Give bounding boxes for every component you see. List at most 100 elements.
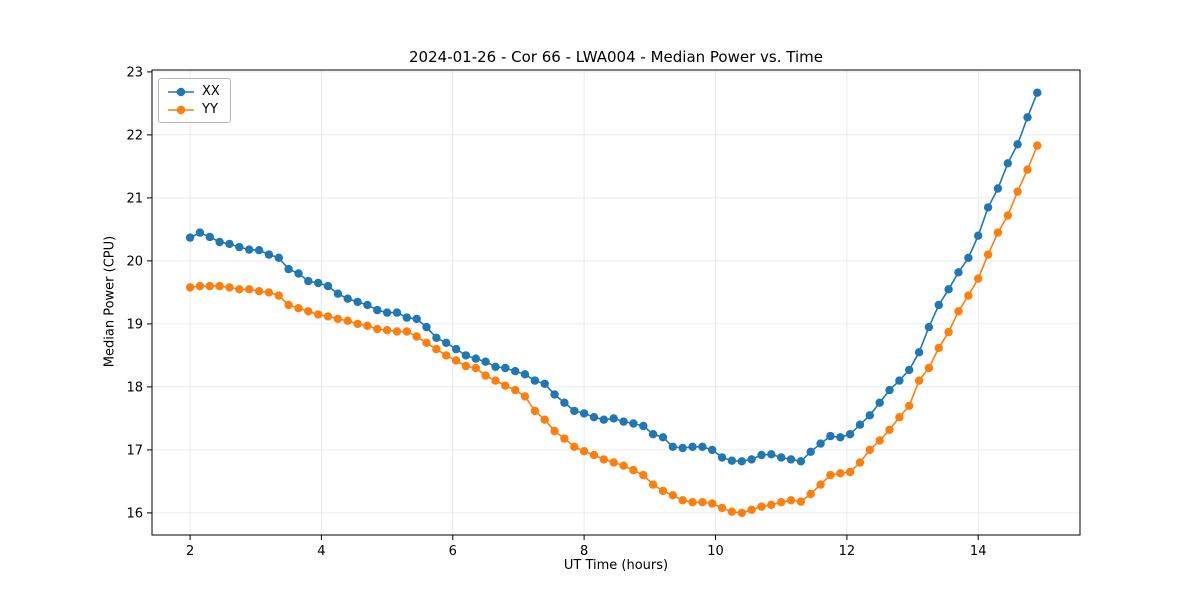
series-marker-xx	[589, 413, 599, 422]
series-marker-xx	[481, 357, 490, 366]
series-marker-yy	[185, 283, 195, 292]
series-marker-yy	[934, 343, 943, 353]
series-marker-xx	[609, 414, 618, 423]
series-marker-yy	[924, 363, 934, 373]
y-tick-label: 19	[126, 317, 143, 332]
series-marker-xx	[678, 443, 687, 453]
axes-frame	[151, 69, 1081, 536]
series-marker-xx	[698, 442, 707, 451]
series-marker-yy	[1033, 141, 1042, 150]
series-marker-xx	[353, 297, 362, 307]
series-marker-yy	[432, 344, 441, 354]
legend-item-xx: XX	[167, 84, 220, 99]
series-marker-yy	[777, 498, 786, 507]
series-marker-xx	[983, 203, 993, 212]
series-marker-yy	[708, 499, 717, 508]
series-marker-yy	[304, 307, 313, 316]
series-marker-xx	[215, 237, 224, 247]
series-marker-yy	[747, 505, 756, 514]
y-tick-label: 20	[126, 254, 143, 269]
series-marker-yy	[451, 356, 461, 365]
series-marker-yy	[382, 326, 392, 335]
series-marker-yy	[964, 291, 973, 300]
series-marker-yy	[491, 376, 500, 385]
series-marker-yy	[767, 500, 776, 509]
series-marker-xx	[264, 250, 274, 259]
series-line-yy	[189, 145, 1039, 514]
legend-item-yy: YY	[167, 102, 220, 117]
series-marker-yy	[422, 338, 431, 347]
series-marker-yy	[560, 434, 569, 443]
series-marker-yy	[865, 445, 874, 455]
series-marker-xx	[826, 431, 835, 441]
series-marker-xx	[1013, 140, 1022, 149]
legend: XX YY	[158, 78, 231, 123]
x-tick-label: 8	[580, 544, 588, 559]
series-marker-xx	[717, 453, 727, 462]
series-marker-yy	[314, 310, 323, 319]
series-marker-xx	[658, 433, 668, 442]
series-marker-yy	[1023, 165, 1032, 174]
series-marker-yy	[678, 496, 687, 505]
series-marker-yy	[639, 470, 648, 480]
series-marker-xx	[294, 269, 303, 278]
series-marker-xx	[422, 322, 431, 332]
series-marker-yy	[363, 321, 372, 330]
series-marker-xx	[629, 419, 638, 428]
series-marker-xx	[767, 450, 776, 459]
series-marker-xx	[619, 417, 628, 426]
series-marker-yy	[1003, 211, 1012, 220]
x-tick-label: 14	[970, 544, 987, 559]
series-marker-xx	[865, 411, 874, 420]
series-marker-xx	[461, 351, 471, 360]
series-marker-yy	[944, 327, 953, 337]
series-marker-yy	[373, 324, 382, 334]
series-marker-xx	[432, 333, 441, 342]
series-marker-yy	[658, 486, 668, 496]
series-marker-xx	[579, 409, 589, 418]
series-marker-yy	[668, 491, 677, 500]
series-marker-yy	[589, 450, 599, 460]
series-marker-xx	[501, 363, 510, 373]
series-marker-xx	[205, 232, 214, 242]
series-marker-yy	[816, 480, 825, 489]
series-marker-xx	[225, 239, 234, 249]
series-marker-yy	[442, 351, 451, 360]
series-marker-xx	[845, 430, 855, 439]
x-tick-label: 2	[186, 544, 194, 559]
y-tick-label: 16	[126, 506, 143, 521]
y-tick-label: 22	[126, 128, 143, 143]
series-marker-yy	[225, 283, 234, 292]
series-marker-yy	[264, 288, 274, 297]
series-marker-yy	[481, 371, 490, 380]
series-marker-xx	[442, 338, 451, 347]
series-marker-xx	[560, 398, 569, 407]
series-marker-xx	[333, 289, 343, 298]
series-marker-yy	[629, 465, 638, 475]
series-marker-xx	[727, 456, 737, 465]
series-marker-xx	[747, 455, 756, 464]
series-marker-xx	[708, 445, 717, 455]
series-marker-yy	[461, 361, 471, 371]
series-marker-xx	[373, 305, 382, 315]
series-marker-yy	[1013, 187, 1022, 196]
x-tick-label: 4	[317, 544, 325, 559]
y-axis-label: Median Power (CPU)	[102, 235, 118, 368]
series-marker-yy	[609, 458, 618, 467]
series-marker-xx	[875, 398, 884, 407]
series-marker-yy	[294, 304, 303, 313]
series-marker-yy	[195, 281, 205, 291]
series-marker-xx	[964, 253, 973, 262]
series-marker-xx	[274, 253, 283, 262]
series-marker-xx	[245, 245, 254, 254]
series-marker-xx	[402, 313, 411, 322]
series-marker-xx	[1023, 113, 1032, 122]
series-marker-xx	[895, 376, 904, 385]
series-marker-xx	[993, 184, 1003, 193]
series-marker-yy	[717, 503, 727, 513]
series-marker-xx	[934, 300, 943, 310]
series-marker-xx	[304, 276, 313, 286]
series-marker-xx	[570, 406, 579, 416]
y-tick-label: 21	[126, 191, 143, 206]
